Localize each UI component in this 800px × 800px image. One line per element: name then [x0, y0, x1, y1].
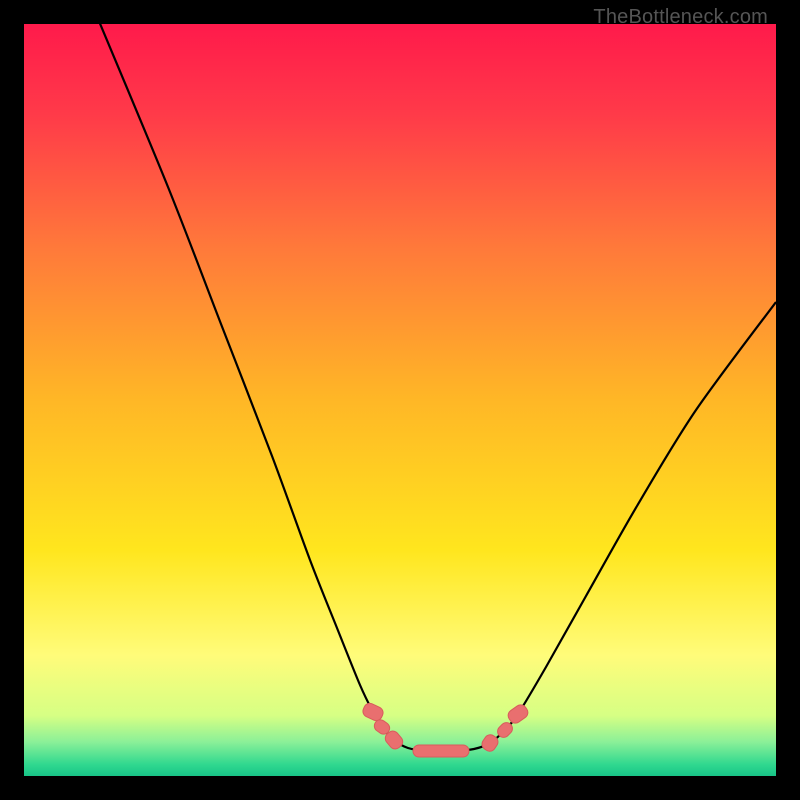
curve-marker [506, 703, 530, 726]
plot-area [24, 24, 776, 776]
curve-marker [480, 732, 501, 753]
stage: TheBottleneck.com [0, 0, 800, 800]
curve-marker [361, 701, 385, 722]
curve-markers [361, 701, 530, 757]
bottleneck-curve [96, 24, 776, 751]
curve-marker [413, 745, 469, 757]
watermark-text: TheBottleneck.com [593, 6, 768, 29]
curve-layer [24, 24, 776, 776]
